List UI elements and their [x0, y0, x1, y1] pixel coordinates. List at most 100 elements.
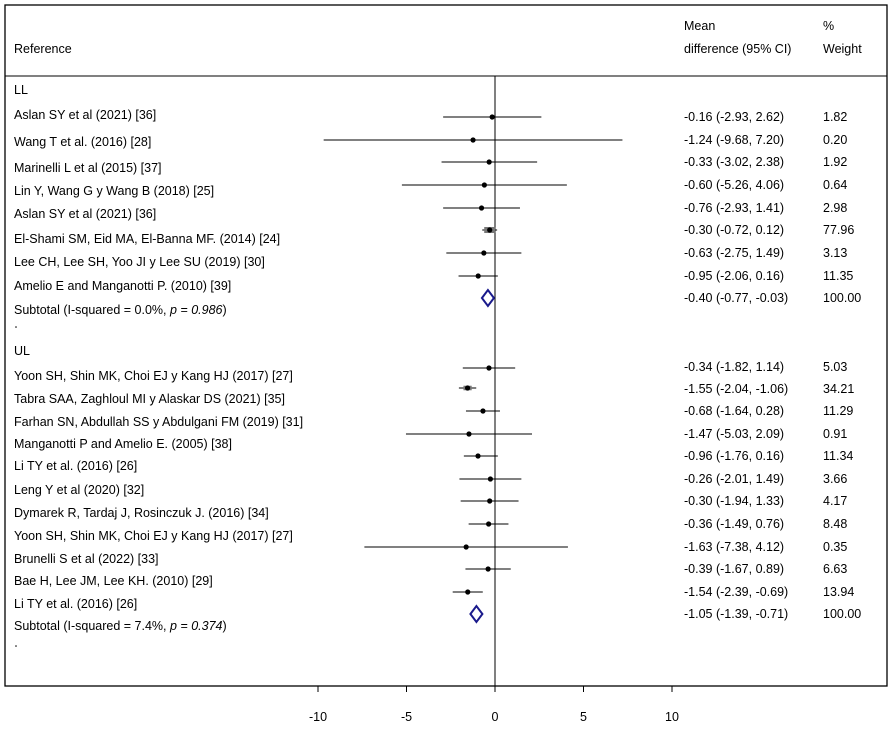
point-estimate: [480, 408, 486, 414]
group-heading: UL: [14, 344, 30, 358]
x-tick-label: -10: [309, 710, 327, 724]
study-weight: 6.63: [823, 562, 847, 576]
subtotal-p-value: p = 0.986: [169, 303, 223, 317]
study-label: Amelio E and Manganotti P. (2010) [39]: [14, 279, 231, 293]
point-estimate: [486, 159, 492, 165]
x-tick-label: 10: [665, 710, 679, 724]
rows-layer: LL Aslan SY et al (2021) [36] -0.16 (-2.93…: [14, 83, 861, 647]
x-axis: -10 -5 0 5 10: [309, 686, 679, 724]
subtotal-prefix: Subtotal (I-squared = 0.0%,: [14, 303, 170, 317]
study-weight: 5.03: [823, 360, 847, 374]
point-estimate: [486, 365, 492, 371]
study-weight: 3.13: [823, 246, 847, 260]
point-estimate: [481, 250, 487, 256]
study-ci-text: -0.16 (-2.93, 2.62): [684, 110, 784, 124]
study-weight: 34.21: [823, 382, 854, 396]
point-estimate: [485, 566, 491, 572]
separator-dot: [15, 645, 17, 647]
subtotal-prefix: Subtotal (I-squared = 7.4%,: [14, 619, 170, 633]
study-ci-text: -0.26 (-2.01, 1.49): [684, 472, 784, 486]
study-ci-text: -1.55 (-2.04, -1.06): [684, 382, 788, 396]
point-estimate: [478, 205, 485, 211]
point-estimate: [486, 521, 492, 527]
point-estimate: [487, 498, 493, 504]
study-label: Bae H, Lee JM, Lee KH. (2010) [29]: [14, 574, 213, 588]
group-heading: LL: [14, 83, 28, 97]
header-effect-line1: Mean: [684, 19, 715, 33]
subtotal-diamond: [469, 604, 484, 624]
study-label: Dymarek R, Tardaj J, Rosinczuk J. (2016)…: [14, 506, 269, 520]
study-ci-text: -0.60 (-5.26, 4.06): [684, 178, 784, 192]
study-ci-text: -0.68 (-1.64, 0.28): [684, 404, 784, 418]
study-weight: 0.20: [823, 133, 847, 147]
study-label: Marinelli L et al (2015) [37]: [14, 161, 162, 175]
study-label: Aslan SY et al (2021) [36]: [14, 207, 156, 221]
subtotal-ci-text: -1.05 (-1.39, -0.71): [684, 607, 788, 621]
study-ci-text: -0.30 (-1.94, 1.33): [684, 494, 784, 508]
study-weight: 2.98: [823, 201, 847, 215]
subtotal-ci-text: -0.40 (-0.77, -0.03): [684, 291, 788, 305]
study-ci-text: -0.34 (-1.82, 1.14): [684, 360, 784, 374]
study-ci-text: -1.47 (-5.03, 2.09): [684, 427, 784, 441]
study-ci-text: -0.63 (-2.75, 1.49): [684, 246, 784, 260]
study-label: Aslan SY et al (2021) [36]: [14, 108, 156, 122]
header-weight-line2: Weight: [823, 42, 862, 56]
study-label: El-Shami SM, Eid MA, El-Banna MF. (2014)…: [14, 232, 280, 246]
point-estimate: [489, 114, 495, 120]
subtotal-suffix: ): [222, 619, 226, 633]
point-estimate: [475, 273, 481, 279]
subtotal-suffix: ): [222, 303, 226, 317]
study-label: Li TY et al. (2016) [26]: [14, 459, 137, 473]
study-ci-text: -0.30 (-0.72, 0.12): [684, 223, 784, 237]
study-label: Yoon SH, Shin MK, Choi EJ y Kang HJ (201…: [14, 529, 293, 543]
study-ci-text: -0.96 (-1.76, 0.16): [684, 449, 784, 463]
point-estimate: [466, 431, 472, 437]
point-estimate: [481, 182, 487, 188]
point-estimate: [487, 476, 493, 482]
study-ci-text: -1.24 (-9.68, 7.20): [684, 133, 784, 147]
study-ci-text: -0.39 (-1.67, 0.89): [684, 562, 784, 576]
separator-dot: [15, 326, 17, 328]
study-ci-text: -0.36 (-1.49, 0.76): [684, 517, 784, 531]
point-estimate: [487, 227, 493, 233]
study-weight: 3.66: [823, 472, 847, 486]
study-weight: 13.94: [823, 585, 854, 599]
study-weight: 8.48: [823, 517, 847, 531]
subtotal-p-value: p = 0.374: [169, 619, 223, 633]
subtotal-weight: 100.00: [823, 291, 861, 305]
study-ci-text: -1.54 (-2.39, -0.69): [684, 585, 788, 599]
study-label: Lin Y, Wang G y Wang B (2018) [25]: [14, 184, 214, 198]
x-tick-label: 0: [492, 710, 499, 724]
study-weight: 1.92: [823, 155, 847, 169]
header-weight-line1: %: [823, 19, 834, 33]
subtotal-label: Subtotal (I-squared = 7.4%, p = 0.374): [14, 619, 227, 633]
study-label: Wang T et al. (2016) [28]: [14, 135, 151, 149]
subtotal-weight: 100.00: [823, 607, 861, 621]
study-weight: 11.29: [823, 404, 853, 418]
point-estimate: [465, 589, 471, 595]
study-label: Li TY et al. (2016) [26]: [14, 597, 137, 611]
study-ci-text: -0.33 (-3.02, 2.38): [684, 155, 784, 169]
subtotal-diamond: [480, 288, 496, 308]
study-ci-text: -0.95 (-2.06, 0.16): [684, 269, 784, 283]
study-label: Manganotti P and Amelio E. (2005) [38]: [14, 437, 232, 451]
study-weight: 1.82: [823, 110, 847, 124]
study-weight: 0.91: [823, 427, 847, 441]
study-label: Brunelli S et al (2022) [33]: [14, 552, 159, 566]
study-label: Farhan SN, Abdullah SS y Abdulgani FM (2…: [14, 415, 303, 429]
study-weight: 77.96: [823, 223, 854, 237]
header-effect-line2: difference (95% CI): [684, 42, 791, 56]
study-weight: 0.64: [823, 178, 847, 192]
study-label: Leng Y et al (2020) [32]: [14, 483, 144, 497]
study-weight: 11.34: [823, 449, 853, 463]
x-tick-label: 5: [580, 710, 587, 724]
study-label: Tabra SAA, Zaghloul MI y Alaskar DS (202…: [14, 392, 285, 406]
study-ci-text: -1.63 (-7.38, 4.12): [684, 540, 784, 554]
point-estimate: [470, 137, 476, 143]
header-reference: Reference: [14, 42, 72, 56]
study-weight: 0.35: [823, 540, 847, 554]
point-estimate: [464, 385, 471, 391]
study-weight: 11.35: [823, 269, 853, 283]
point-estimate: [463, 544, 469, 550]
